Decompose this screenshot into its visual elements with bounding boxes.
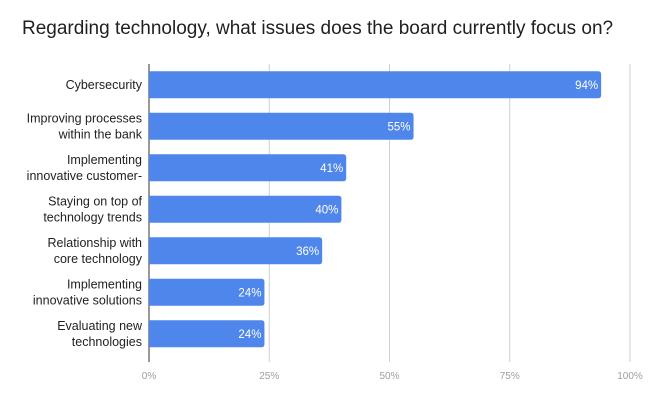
x-tick-label: 75% — [500, 371, 520, 382]
bar-value-label: 36% — [296, 246, 319, 258]
category-label: Implementing — [67, 153, 142, 167]
category-label: Improving processes — [27, 111, 142, 125]
category-label: technologies — [72, 335, 142, 349]
bar-value-label: 24% — [238, 287, 261, 299]
bar-value-label: 94% — [575, 80, 598, 92]
x-tick-label: 50% — [379, 371, 399, 382]
x-axis-ticks: 0% 25% 50% 75% 100% — [142, 371, 643, 382]
bar — [149, 320, 265, 348]
category-labels: Cybersecurity Improving processes within t… — [27, 78, 143, 349]
category-label: Staying on top of — [48, 194, 142, 208]
bar — [149, 112, 414, 140]
chart-title: Regarding technology, what issues does t… — [22, 18, 614, 39]
x-tick-label: 25% — [259, 371, 279, 382]
category-label: Evaluating new — [57, 319, 143, 333]
bar — [149, 278, 265, 306]
category-label: Relationship with — [48, 236, 143, 250]
category-label: within the bank — [58, 127, 143, 141]
category-label: Implementing — [67, 277, 142, 291]
bar — [149, 154, 347, 182]
bars: 94% 55% 41% 40% 36% 24% 24% — [149, 71, 602, 348]
bar-value-label: 40% — [315, 204, 338, 216]
bar — [149, 195, 342, 223]
bar-value-label: 24% — [238, 329, 261, 341]
bar — [149, 237, 323, 265]
category-label: core technology — [54, 252, 143, 266]
x-tick-label: 100% — [617, 371, 643, 382]
category-label: technology trends — [43, 210, 142, 224]
bar — [149, 71, 602, 99]
bar-value-label: 55% — [388, 121, 411, 133]
category-label: innovative solutions — [33, 293, 142, 307]
category-label: Cybersecurity — [66, 78, 143, 92]
category-label: innovative customer- — [27, 169, 142, 183]
bar-value-label: 41% — [320, 163, 343, 175]
x-tick-label: 0% — [142, 371, 157, 382]
